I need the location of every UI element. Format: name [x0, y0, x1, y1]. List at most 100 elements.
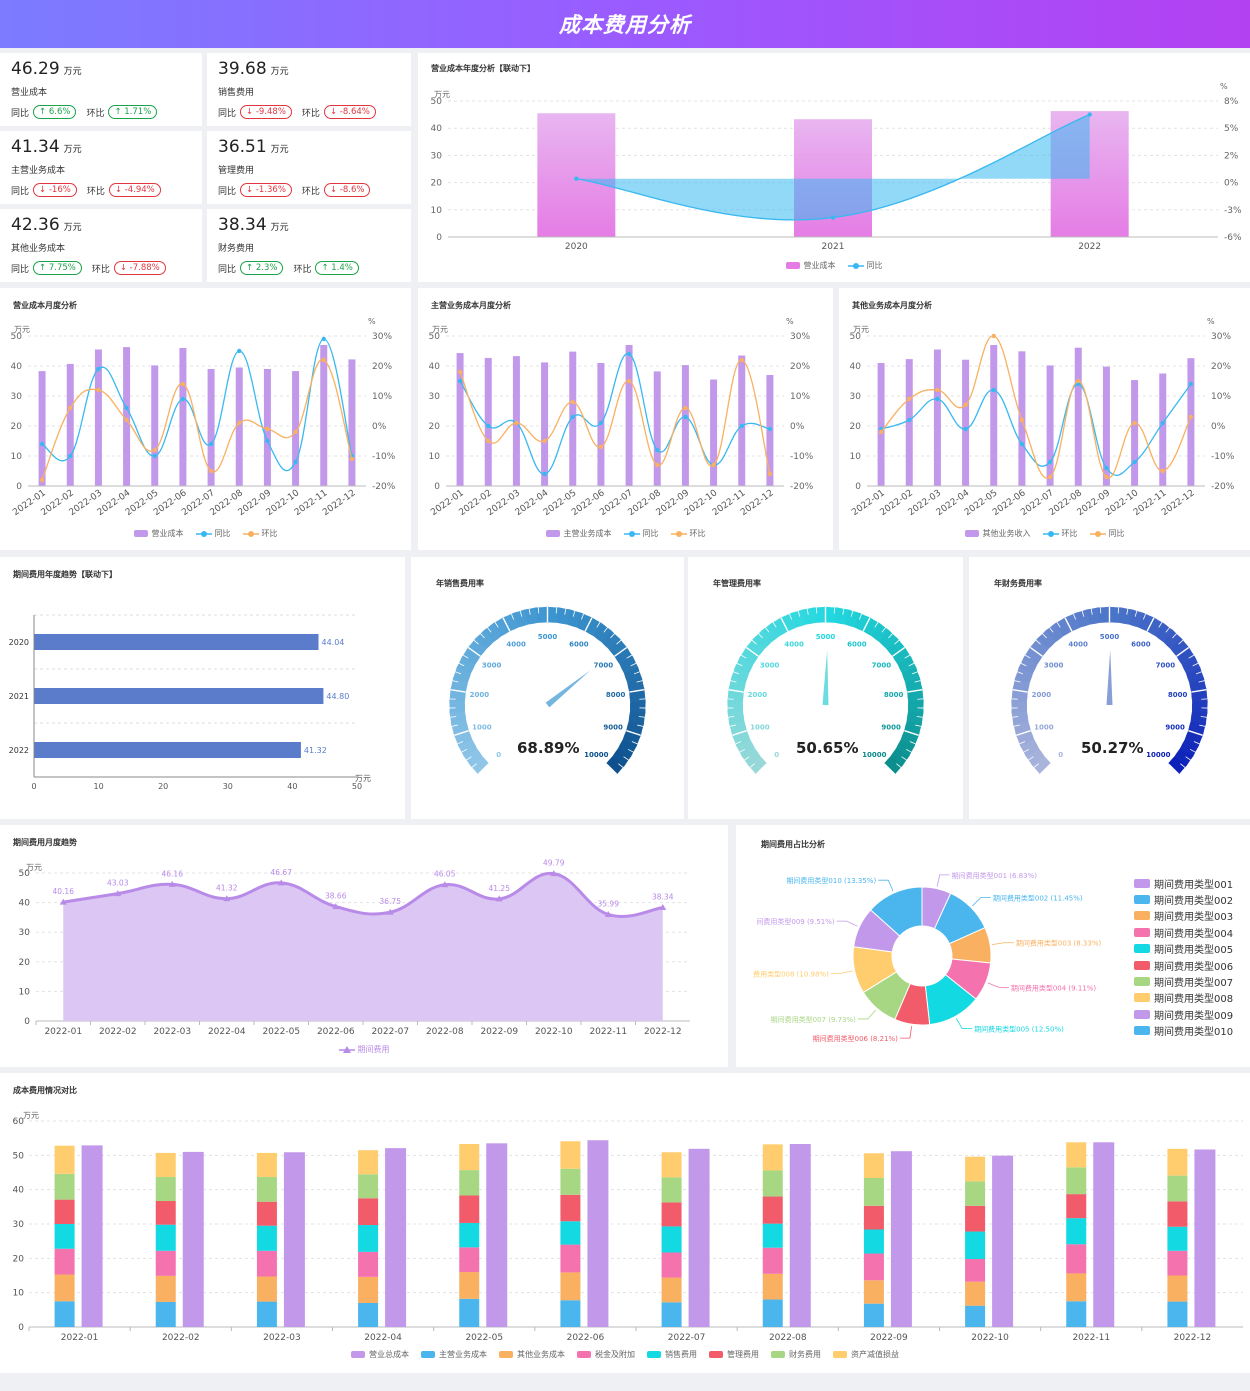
- pie-slice-label: 期间费用类型001 (6.83%): [952, 871, 1038, 880]
- other-business-panel: 其他业务成本月度分析 0 10 20 30 40 50 -20% -10% 0% 10% 20% 30…: [839, 288, 1250, 550]
- data-point: [739, 423, 744, 429]
- legend-label: 期间费用类型004: [1154, 928, 1234, 940]
- gauge-tick: [630, 662, 637, 667]
- gauge-tick: [1158, 622, 1163, 628]
- y-tick-label: 0: [434, 482, 440, 492]
- gauge-tick: [806, 608, 809, 615]
- gauge-tick: [596, 622, 601, 628]
- y2-tick-label: -10%: [1211, 452, 1235, 462]
- gauge-tick-label: 1000: [1034, 723, 1054, 731]
- gauge-tick-label: 2000: [470, 691, 490, 699]
- gauge-tick: [618, 763, 624, 768]
- legend-label: 期间费用类型007: [1154, 978, 1234, 990]
- gauge-tick: [1200, 716, 1207, 718]
- gauge-tick-label: 10000: [584, 751, 608, 759]
- gauge-tick: [1167, 763, 1180, 775]
- total-bar: [789, 1144, 811, 1327]
- y2-tick-label: -10%: [790, 452, 814, 462]
- cost-compare-title: 成本费用情况对比: [13, 1086, 77, 1095]
- mom-badge: ↑ 1.71%: [108, 105, 158, 119]
- mom-label: 环比: [86, 186, 105, 197]
- gauge-value-admin: 50.65%: [796, 739, 859, 757]
- stack-bar-segment: [54, 1224, 75, 1249]
- period-annual-panel: 期间费用年度趋势【联动下】 0 10 20 30 40 50 2020 44.04 2021 44…: [0, 557, 405, 819]
- x-tick-label: 2022-03: [153, 1027, 191, 1037]
- pie-slice-label: 期间费用类型002 (11.45%): [993, 894, 1083, 903]
- legend-line-icon: [1089, 530, 1106, 537]
- gauge-tick: [454, 729, 469, 736]
- legend-label: 同比: [214, 529, 231, 538]
- gauge-tick-label: 9000: [603, 723, 623, 731]
- y-tick-label: 0: [18, 1323, 24, 1333]
- gauge-tick: [477, 763, 490, 775]
- data-point: [991, 387, 996, 393]
- kpi-value: 36.51 万元: [218, 137, 289, 157]
- kpi-value: 41.34 万元: [11, 137, 82, 157]
- stack-bar-segment: [560, 1244, 581, 1273]
- x-tick-label: 50: [352, 782, 362, 791]
- data-point: [457, 378, 463, 384]
- gauge-arc-segment: [1097, 606, 1110, 623]
- bar: [123, 347, 131, 486]
- stack-bar-segment: [358, 1225, 379, 1252]
- stack-bar-segment: [762, 1273, 783, 1300]
- y-tick-label: 20: [429, 422, 441, 432]
- y-axis-label: 万元: [432, 325, 448, 334]
- data-label: 46.67: [271, 868, 293, 877]
- x-axis-label: 万元: [355, 774, 371, 783]
- stack-bar-segment: [155, 1200, 176, 1225]
- bar: [933, 349, 941, 486]
- legend-swatch: [133, 530, 148, 537]
- period-annual-chart: 0 10 20 30 40 50 2020 44.04 2021 44.80 2022 41.32 万元: [9, 614, 371, 791]
- y2-tick-label: 30%: [790, 332, 810, 342]
- data-point: [514, 420, 519, 426]
- data-label: 49.79: [543, 859, 565, 868]
- kpi-value: 39.68 万元: [218, 59, 289, 79]
- gauge-tick: [1142, 613, 1146, 620]
- y-tick-label: 60: [13, 1117, 25, 1127]
- stack-bar-segment: [965, 1305, 986, 1327]
- gauge-tick-label: 10000: [862, 751, 886, 759]
- legend-line-icon: [1042, 530, 1059, 537]
- kpi-label: 营业成本: [11, 88, 48, 98]
- kpi-card: 39.68 万元 销售费用 同比 ↓ -9.48% 环比 ↓ -8.64%: [207, 53, 411, 126]
- bar: [292, 371, 300, 486]
- data-label: 43.03: [107, 879, 129, 888]
- legend-line-icon: [670, 530, 687, 537]
- data-point: [830, 215, 836, 220]
- data-point: [907, 417, 912, 423]
- gauge-tick: [881, 627, 886, 633]
- kpi-value: 42.36 万元: [11, 215, 82, 235]
- gauge-tick: [728, 688, 744, 693]
- gauge-needle: [1106, 650, 1113, 706]
- stack-bar-segment: [459, 1247, 480, 1273]
- gauge-tick: [735, 741, 742, 745]
- gauge-tick: [1199, 724, 1206, 727]
- x-tick-label: 40: [287, 782, 297, 791]
- gauge-tick: [739, 748, 746, 753]
- gauge-tick: [815, 607, 818, 614]
- kpi-number: 38.34: [218, 215, 267, 235]
- x-tick-label: 10: [94, 782, 104, 791]
- gauge-tick: [1165, 627, 1170, 633]
- data-label: 44.80: [326, 692, 349, 701]
- gauge-tick: [1064, 617, 1073, 632]
- bar: [710, 379, 718, 486]
- stack-bar-segment: [661, 1152, 682, 1178]
- data-point: [598, 420, 604, 426]
- gauge-tick: [603, 627, 608, 633]
- gauge-tick: [755, 763, 768, 775]
- gauge-tick-label: 6000: [847, 641, 867, 649]
- y-axis-label: 万元: [26, 863, 42, 872]
- legend-item: 环比: [242, 528, 278, 539]
- y-tick-label: 10: [13, 1289, 25, 1299]
- stack-bar-segment: [358, 1302, 379, 1327]
- gauge-tick-label: 1000: [750, 723, 770, 731]
- gauge-tick: [858, 613, 862, 620]
- data-point: [604, 910, 612, 917]
- y2-tick-label: 20%: [1211, 362, 1231, 372]
- gauge-tick: [1039, 763, 1052, 775]
- gauge-tick-label: 4000: [784, 641, 804, 649]
- gauge-tick: [584, 617, 593, 632]
- mom-badge: ↓ -4.94%: [108, 183, 161, 197]
